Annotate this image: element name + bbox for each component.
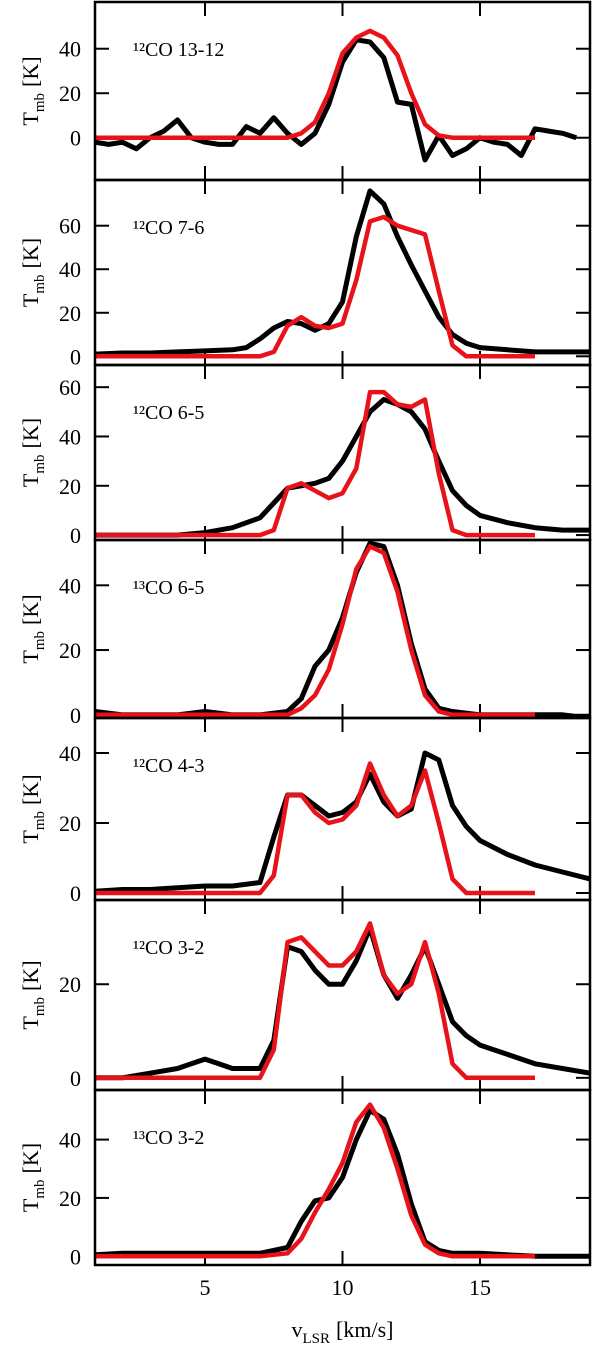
y-axis-label: Tmb [K]: [18, 1143, 48, 1212]
x-tick-label: 15: [469, 1275, 491, 1300]
y-axis-label: Tmb [K]: [18, 56, 48, 125]
y-tick-label: 60: [59, 375, 81, 400]
panel-frame: [93, 898, 592, 1092]
y-tick-label: 20: [59, 972, 81, 997]
panel-title: ¹²CO 7-6: [133, 217, 204, 239]
x-tick-label: 5: [200, 1275, 211, 1300]
y-axis-label: Tmb [K]: [18, 238, 48, 307]
y-axis-label: Tmb [K]: [18, 594, 48, 663]
label-unit: [K]: [18, 1143, 43, 1174]
panel-title: ¹³CO 3-2: [133, 1127, 204, 1149]
y-tick-label: 20: [59, 811, 81, 836]
panel-frame: [93, 1088, 592, 1267]
label-unit: [K]: [18, 238, 43, 269]
panel: 0 20 40 60 ¹²CO 7-6 Tmb [K]: [18, 178, 592, 369]
label-sub: mb: [32, 454, 48, 473]
y-tick-label: 20: [59, 474, 81, 499]
y-tick-label: 0: [70, 703, 81, 728]
panel-frame: [93, 716, 592, 902]
label-unit: [K]: [18, 594, 43, 625]
y-axis-label: Tmb [K]: [18, 960, 48, 1029]
panel: 0 20 40 5 10 15 ¹³CO 3-2 Tmb [K] vLSR [km/s]: [18, 1088, 592, 1347]
panel-frame: [93, 363, 592, 542]
y-axis-label: Tmb [K]: [18, 418, 48, 487]
series-line: [95, 389, 535, 538]
label-unit: [K]: [18, 418, 43, 449]
label-sub: mb: [32, 274, 48, 293]
label-main: T: [18, 473, 43, 487]
series-line: [95, 921, 535, 1081]
series-line: [95, 188, 590, 357]
y-tick-label: 0: [70, 1244, 81, 1269]
series-line: [95, 37, 578, 163]
panel: 0 20 40 ¹³CO 6-5 Tmb [K]: [18, 538, 592, 728]
y-tick-label: 0: [70, 126, 81, 151]
label-sub: mb: [32, 1179, 48, 1198]
panel: 0 20 ¹²CO 3-2 Tmb [K]: [18, 898, 592, 1092]
label-unit: [K]: [18, 960, 43, 991]
label-main: v: [292, 1317, 303, 1342]
label-sub: mb: [32, 93, 48, 112]
label-main: T: [18, 650, 43, 664]
x-tick-label: 10: [332, 1275, 354, 1300]
y-tick-label: 60: [59, 214, 81, 239]
label-unit: [K]: [18, 56, 43, 87]
y-tick-label: 0: [70, 344, 81, 369]
panel-frame: [93, 178, 592, 367]
y-tick-label: 40: [59, 573, 81, 598]
panel: 0 20 40 ¹²CO 13-12 Tmb [K]: [18, 0, 592, 182]
series-line: [95, 214, 535, 359]
label-main: T: [18, 830, 43, 844]
label-sub: mb: [32, 997, 48, 1016]
series-line: [95, 925, 590, 1081]
label-sub: LSR: [303, 1331, 331, 1347]
label-unit: [K]: [18, 774, 43, 805]
y-tick-label: 20: [59, 638, 81, 663]
panel-title: ¹²CO 13-12: [133, 39, 224, 61]
series-line: [95, 28, 535, 140]
label-main: T: [18, 112, 43, 126]
label-main: T: [18, 1198, 43, 1212]
y-tick-label: 20: [59, 1186, 81, 1211]
panel: 0 20 40 ¹²CO 4-3 Tmb [K]: [18, 716, 592, 906]
label-main: T: [18, 293, 43, 307]
y-tick-label: 20: [59, 81, 81, 106]
series-line: [95, 1107, 590, 1259]
series-line: [95, 544, 535, 718]
series-line: [95, 397, 590, 538]
y-tick-label: 40: [59, 37, 81, 62]
panel-title: ¹²CO 3-2: [133, 937, 204, 959]
series-line: [95, 761, 535, 896]
x-axis-label: vLSR [km/s]: [292, 1317, 394, 1347]
label-sub: mb: [32, 631, 48, 650]
y-tick-label: 0: [70, 523, 81, 548]
y-tick-label: 40: [59, 257, 81, 282]
panel-title: ¹³CO 6-5: [133, 577, 204, 599]
y-tick-label: 0: [70, 1066, 81, 1091]
y-tick-label: 40: [59, 1128, 81, 1153]
panel-title: ¹²CO 6-5: [133, 402, 204, 424]
y-tick-label: 0: [70, 881, 81, 906]
label-main: T: [18, 1016, 43, 1030]
panel: 0 20 40 60 ¹²CO 6-5 Tmb [K]: [18, 363, 592, 548]
y-tick-label: 20: [59, 301, 81, 326]
label-sub: mb: [32, 811, 48, 830]
y-tick-label: 40: [59, 741, 81, 766]
label-unit: [km/s]: [336, 1317, 393, 1342]
panel-title: ¹²CO 4-3: [133, 755, 204, 777]
y-tick-label: 40: [59, 424, 81, 449]
y-axis-label: Tmb [K]: [18, 774, 48, 843]
series-line: [95, 1102, 535, 1259]
